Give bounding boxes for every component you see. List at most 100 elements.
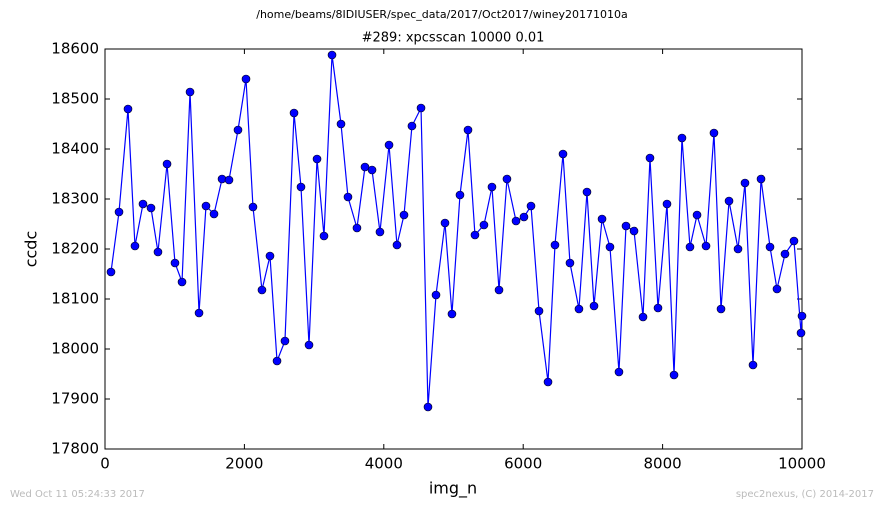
data-line: [110, 54, 803, 408]
data-point: [399, 210, 409, 220]
y-tick-label: 17800: [51, 440, 99, 458]
data-point: [319, 231, 329, 241]
data-point: [336, 119, 346, 129]
data-point: [526, 201, 536, 211]
data-point: [201, 201, 211, 211]
data-point: [423, 402, 433, 412]
data-point: [375, 227, 385, 237]
data-point: [565, 258, 575, 268]
data-point: [272, 356, 282, 366]
x-tick-label: 0: [100, 455, 110, 473]
data-point: [106, 267, 116, 277]
data-point: [502, 174, 512, 184]
y-tick-label: 18200: [51, 240, 99, 258]
data-point: [550, 240, 560, 250]
y-tick-label: 18000: [51, 340, 99, 358]
data-point: [280, 336, 290, 346]
data-point: [621, 221, 631, 231]
data-point: [440, 218, 450, 228]
y-tick-label: 18600: [51, 40, 99, 58]
data-point: [431, 290, 441, 300]
data-point: [797, 311, 807, 321]
data-point: [765, 242, 775, 252]
data-point: [748, 360, 758, 370]
data-point: [511, 216, 521, 226]
x-axis-label: img_n: [429, 479, 477, 499]
data-point: [185, 87, 195, 97]
x-tick-label: 2000: [225, 455, 263, 473]
data-point: [733, 244, 743, 254]
data-point: [463, 125, 473, 135]
data-point: [701, 241, 711, 251]
data-point: [162, 159, 172, 169]
chart-title: #289: xpcsscan 10000 0.01: [362, 31, 545, 46]
data-point: [224, 175, 234, 185]
y-tick-label: 18500: [51, 90, 99, 108]
data-point: [494, 285, 504, 295]
data-point: [582, 187, 592, 197]
data-point: [638, 312, 648, 322]
data-point: [304, 340, 314, 350]
data-point: [629, 226, 639, 236]
data-point: [519, 212, 529, 222]
data-point: [534, 306, 544, 316]
data-point: [352, 223, 362, 233]
data-point: [724, 196, 734, 206]
data-point: [740, 178, 750, 188]
data-point: [130, 241, 140, 251]
data-point: [367, 165, 377, 175]
footer-right: spec2nexus, (C) 2014-2017: [736, 489, 874, 500]
data-point: [416, 103, 426, 113]
data-point: [479, 220, 489, 230]
data-point: [447, 309, 457, 319]
data-point: [645, 153, 655, 163]
x-tick-label: 4000: [365, 455, 403, 473]
data-point: [780, 249, 790, 259]
data-point: [669, 370, 679, 380]
data-point: [716, 304, 726, 314]
footer-left: Wed Oct 11 05:24:33 2017: [10, 489, 145, 500]
data-point: [692, 210, 702, 220]
data-point: [662, 199, 672, 209]
data-point: [558, 149, 568, 159]
data-point: [265, 251, 275, 261]
data-point: [384, 140, 394, 150]
plot-frame: [104, 48, 803, 450]
data-point: [138, 199, 148, 209]
y-tick-label: 18100: [51, 290, 99, 308]
data-point: [194, 308, 204, 318]
data-point: [312, 154, 322, 164]
data-point: [123, 104, 133, 114]
data-point: [543, 377, 553, 387]
data-point: [257, 285, 267, 295]
data-point: [772, 284, 782, 294]
data-point: [653, 303, 663, 313]
y-axis-label: ccdc: [22, 231, 41, 268]
data-point: [233, 125, 243, 135]
data-point: [677, 133, 687, 143]
data-point: [114, 207, 124, 217]
x-tick-label: 10000: [778, 455, 826, 473]
data-point: [470, 230, 480, 240]
data-point: [248, 202, 258, 212]
data-point: [756, 174, 766, 184]
data-point: [685, 242, 695, 252]
data-point: [487, 182, 497, 192]
data-point: [392, 240, 402, 250]
x-tick-label: 6000: [504, 455, 542, 473]
data-point: [455, 190, 465, 200]
data-point: [153, 247, 163, 257]
y-tick-label: 18300: [51, 190, 99, 208]
data-point: [343, 192, 353, 202]
data-point: [796, 328, 806, 338]
y-tick-label: 17900: [51, 390, 99, 408]
suptitle: /home/beams/8IDIUSER/spec_data/2017/Oct2…: [256, 8, 628, 21]
data-point: [605, 242, 615, 252]
data-point: [574, 304, 584, 314]
data-point: [614, 367, 624, 377]
data-point: [177, 277, 187, 287]
x-tick-label: 8000: [644, 455, 682, 473]
data-point: [327, 50, 337, 60]
data-point: [789, 236, 799, 246]
